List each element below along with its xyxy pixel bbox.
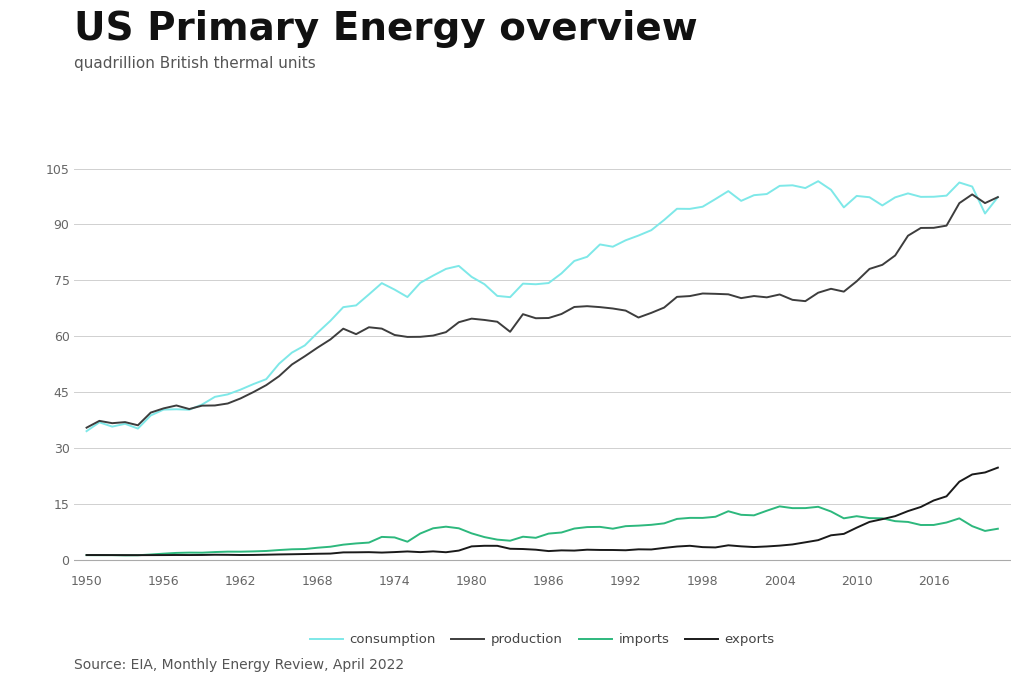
imports — [81, 551, 93, 560]
production — [658, 304, 671, 312]
exports — [606, 546, 618, 554]
imports — [401, 538, 414, 546]
imports — [671, 515, 683, 523]
consumption — [81, 427, 93, 435]
consumption — [991, 193, 1004, 201]
consumption — [209, 393, 221, 401]
consumption — [696, 202, 709, 211]
production — [696, 289, 709, 298]
Text: quadrillion British thermal units: quadrillion British thermal units — [74, 56, 315, 71]
consumption — [594, 240, 606, 248]
imports — [710, 512, 722, 521]
exports — [991, 464, 1004, 472]
imports — [773, 502, 785, 510]
imports — [119, 551, 131, 560]
production — [966, 190, 978, 198]
Line: production: production — [87, 194, 997, 428]
consumption — [658, 216, 671, 224]
production — [209, 402, 221, 410]
consumption — [388, 285, 400, 293]
consumption — [299, 341, 311, 350]
Text: Source: EIA, Monthly Energy Review, April 2022: Source: EIA, Monthly Energy Review, Apri… — [74, 658, 403, 672]
production — [388, 331, 400, 339]
production — [299, 352, 311, 360]
Line: imports: imports — [87, 506, 997, 555]
imports — [991, 525, 1004, 533]
exports — [671, 542, 683, 551]
exports — [710, 543, 722, 551]
Line: exports: exports — [87, 468, 997, 555]
Line: consumption: consumption — [87, 181, 997, 431]
Text: US Primary Energy overview: US Primary Energy overview — [74, 10, 697, 49]
imports — [606, 525, 618, 533]
production — [594, 303, 606, 311]
Legend: consumption, production, imports, exports: consumption, production, imports, export… — [304, 628, 780, 651]
exports — [132, 551, 144, 560]
exports — [311, 550, 324, 558]
production — [991, 193, 1004, 201]
exports — [81, 551, 93, 559]
consumption — [812, 177, 824, 185]
imports — [940, 518, 952, 527]
production — [81, 423, 93, 432]
imports — [221, 547, 233, 555]
exports — [401, 547, 414, 555]
exports — [221, 551, 233, 559]
